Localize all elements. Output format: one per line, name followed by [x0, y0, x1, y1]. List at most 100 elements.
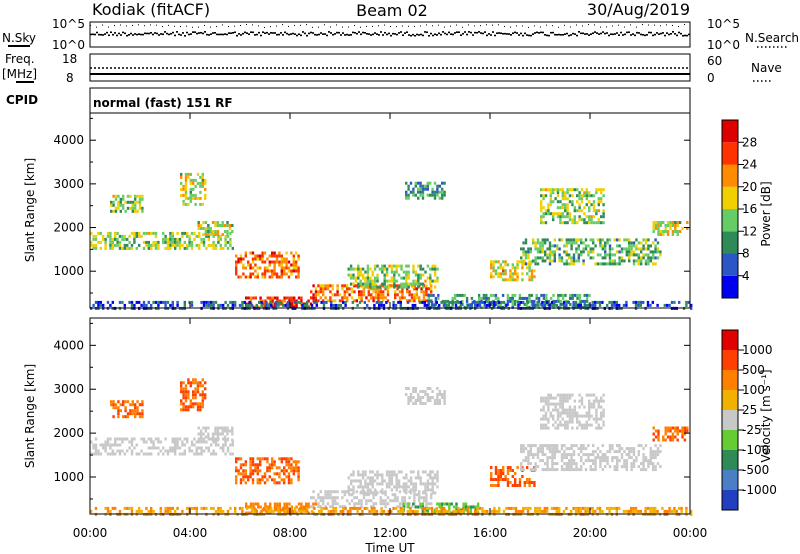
heatmap-cell [370, 505, 373, 509]
heatmap-cell [287, 466, 291, 470]
heatmap-cell [522, 250, 525, 254]
heatmap-cell [558, 450, 561, 454]
heatmap-cell [347, 267, 350, 271]
heatmap-cell [190, 506, 194, 510]
heatmap-cell [356, 509, 359, 513]
heatmap-cell [174, 440, 177, 444]
heatmap-cell [618, 250, 621, 254]
heatmap-cell [499, 302, 502, 306]
heatmap-cell [572, 459, 576, 463]
nsearch-point [660, 25, 661, 27]
heatmap-cell [425, 493, 428, 497]
heatmap-cell [469, 508, 473, 512]
heatmap-cell [330, 300, 333, 304]
heatmap-cell [582, 506, 585, 510]
heatmap-cell [470, 305, 474, 309]
nsky-point [318, 33, 320, 36]
heatmap-cell [106, 300, 110, 304]
heatmap-cell [421, 187, 425, 191]
heatmap-cell [613, 465, 616, 469]
nsky-point [434, 33, 436, 36]
heatmap-cell [199, 432, 203, 436]
heatmap-cell [526, 266, 529, 270]
nsky-point [502, 32, 504, 35]
heatmap-cell [402, 270, 406, 274]
nsky-point [588, 34, 590, 36]
nsky-point [138, 33, 140, 35]
heatmap-cell [111, 243, 114, 247]
heatmap-cell [606, 262, 609, 266]
heatmap-cell [106, 234, 110, 238]
heatmap-cell [576, 200, 579, 204]
heatmap-cell [406, 505, 409, 509]
heatmap-cell [492, 266, 495, 270]
heatmap-cell [244, 463, 247, 467]
heatmap-cell [623, 465, 626, 469]
heatmap-cell [412, 482, 415, 486]
heatmap-cell [685, 300, 688, 304]
heatmap-cell [414, 505, 417, 509]
heatmap-cell [506, 484, 510, 487]
heatmap-cell [110, 200, 113, 204]
heatmap-cell [284, 509, 287, 513]
nsky-point [116, 34, 118, 37]
heatmap-cell [573, 188, 576, 192]
heatmap-cell [552, 200, 555, 204]
heatmap-cell [533, 484, 536, 487]
heatmap-cell [324, 493, 327, 497]
heatmap-cell [509, 275, 512, 279]
heatmap-cell [632, 465, 636, 469]
heatmap-cell [418, 499, 421, 503]
heatmap-cell [436, 402, 439, 405]
heatmap-cell [592, 393, 596, 397]
heatmap-cell [597, 426, 600, 430]
heatmap-cell [253, 506, 256, 510]
heatmap-cell [514, 484, 517, 487]
heatmap-cell [592, 444, 595, 448]
heatmap-cell [595, 399, 598, 403]
heatmap-cell [485, 293, 488, 297]
heatmap-cell [362, 290, 366, 294]
heatmap-cell [556, 423, 560, 427]
heatmap-cell [572, 238, 576, 242]
nsky-point [444, 32, 446, 35]
heatmap-cell [317, 284, 320, 288]
heatmap-cell [138, 452, 141, 456]
heatmap-cell [469, 303, 472, 307]
nsky-point [518, 34, 520, 36]
heatmap-cell [226, 230, 229, 233]
nsky-point [440, 33, 442, 36]
heatmap-cell [381, 473, 384, 477]
heatmap-cell [269, 502, 272, 506]
heatmap-cell [561, 203, 564, 207]
heatmap-cell [162, 300, 165, 304]
heatmap-cell [570, 465, 573, 469]
heatmap-cell [606, 241, 609, 245]
heatmap-cell [259, 463, 262, 467]
heatmap-cell [445, 502, 449, 506]
nsky-point [466, 33, 468, 36]
heatmap-cell [314, 502, 317, 506]
heatmap-cell [356, 506, 359, 510]
heatmap-cell [307, 505, 310, 509]
heatmap-cell [504, 475, 507, 478]
nsearch-point [180, 26, 181, 28]
colorbar-tick-label: 12 [742, 224, 757, 238]
heatmap-cell [194, 390, 197, 394]
heatmap-cell [580, 465, 583, 469]
nsky-point [650, 31, 652, 34]
heatmap-cell [194, 202, 197, 206]
heatmap-cell [214, 426, 217, 430]
heatmap-cell [326, 287, 330, 291]
nsky-point [122, 31, 124, 34]
heatmap-cell [424, 470, 427, 474]
heatmap-cell [564, 197, 567, 201]
heatmap-cell [254, 469, 257, 473]
heatmap-cell [104, 446, 107, 450]
heatmap-cell [630, 450, 633, 454]
x-tick-label: 00:00 [673, 526, 708, 540]
heatmap-cell [524, 256, 528, 260]
colorbar-tick-label: 28 [742, 135, 757, 149]
heatmap-cell [222, 437, 225, 441]
heatmap-cell [556, 417, 560, 421]
